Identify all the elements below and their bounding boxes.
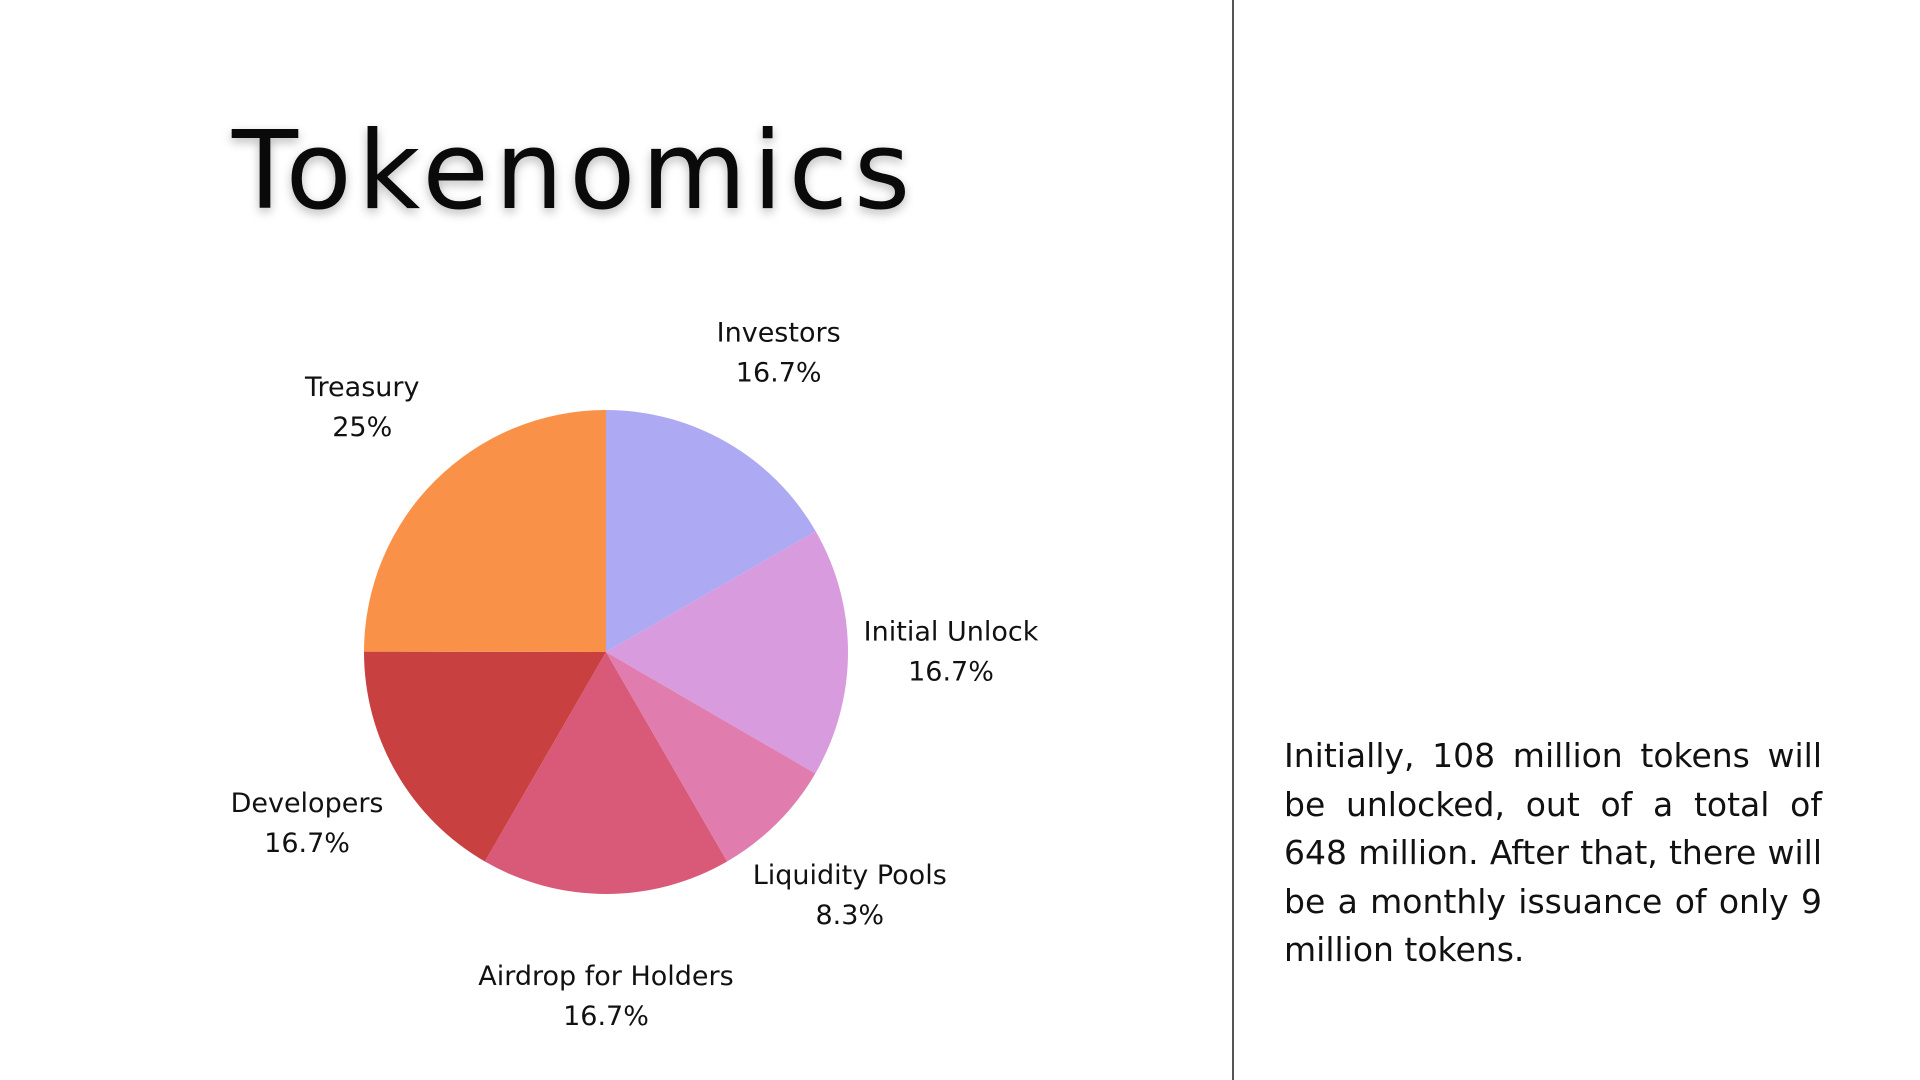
page-title: Tokenomics: [232, 109, 917, 234]
slice-label-liquidity-pools: Liquidity Pools: [753, 860, 947, 891]
slice-label-treasury: Treasury: [304, 372, 419, 403]
pie-chart-canvas: Investors 16.7% Initial Unlock 16.7% Liquidi…: [231, 317, 1039, 1032]
slice-label-airdrop-for-holders: Airdrop for Holders: [478, 961, 733, 992]
slice-value-treasury: 25%: [332, 412, 392, 443]
slice-label-investors: Investors: [717, 317, 841, 348]
slice-value-liquidity-pools: 8.3%: [815, 900, 884, 931]
pie-slice-treasury: [364, 410, 606, 652]
slice-value-developers: 16.7%: [264, 828, 350, 859]
slice-value-investors: 16.7%: [736, 357, 822, 388]
slice-value-airdrop-for-holders: 16.7%: [563, 1001, 649, 1032]
pie-slice-developers: [364, 651, 606, 862]
tokenomics-pie-chart: Investors 16.7% Initial Unlock 16.7% Liquidi…: [231, 317, 1039, 1032]
vertical-divider: [1232, 0, 1234, 1080]
slice-label-initial-unlock: Initial Unlock: [864, 617, 1039, 648]
slice-label-developers: Developers: [231, 788, 384, 819]
tokenomics-description: Initially, 108 million tokens will be un…: [1284, 736, 1822, 969]
pie-slice-liquidity-pools: [606, 652, 816, 862]
pie-slice-investors: [606, 410, 816, 652]
slice-value-initial-unlock: 16.7%: [908, 657, 994, 688]
pie-slice-airdrop-for-holders: [484, 652, 728, 894]
pie-slice-initial-unlock: [606, 531, 848, 774]
